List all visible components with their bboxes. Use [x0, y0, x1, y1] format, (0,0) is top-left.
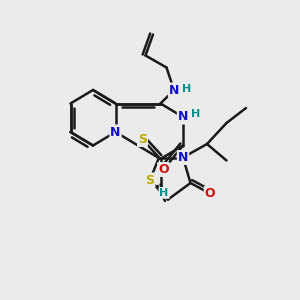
Text: N: N	[169, 83, 179, 97]
Text: O: O	[205, 187, 215, 200]
Text: H: H	[182, 83, 191, 94]
Text: S: S	[138, 133, 147, 146]
Text: S: S	[146, 173, 154, 187]
Text: H: H	[160, 188, 169, 198]
Text: O: O	[158, 163, 169, 176]
Text: N: N	[178, 151, 188, 164]
Text: N: N	[110, 125, 121, 139]
Text: N: N	[178, 110, 188, 124]
Text: H: H	[191, 109, 200, 119]
